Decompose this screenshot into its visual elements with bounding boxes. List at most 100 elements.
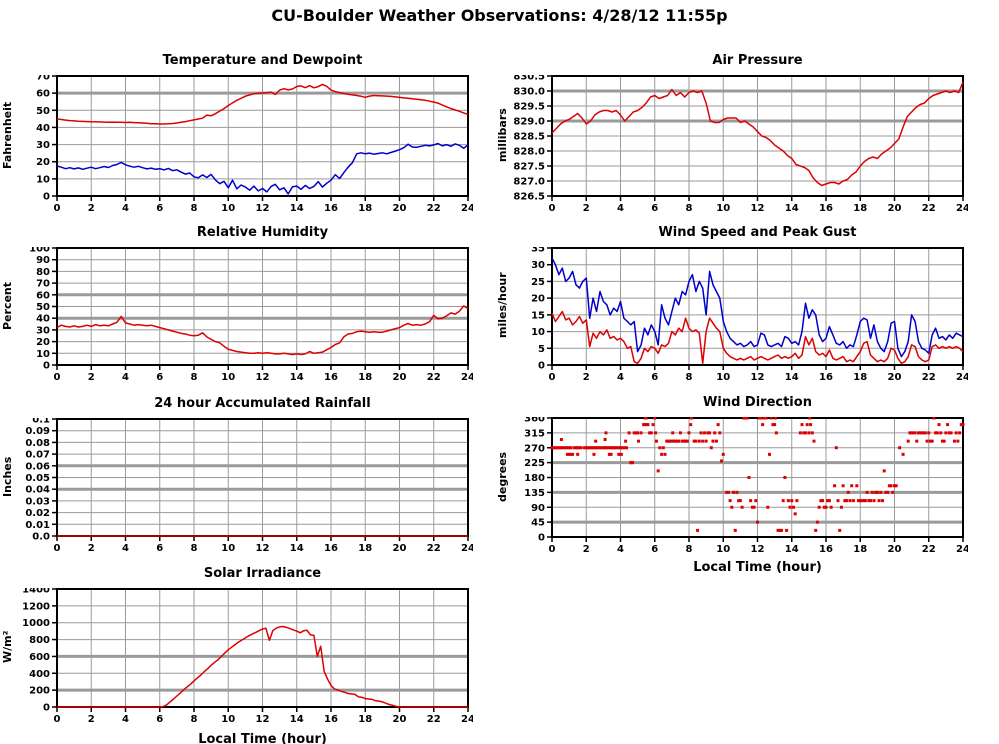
svg-text:25: 25 [531,277,545,288]
chart-title: Relative Humidity [196,225,329,240]
svg-text:24: 24 [461,543,473,554]
svg-text:4: 4 [122,372,129,383]
svg-text:16: 16 [819,544,833,555]
svg-text:6: 6 [651,544,658,555]
svg-text:360: 360 [524,417,545,425]
svg-text:2: 2 [88,203,95,214]
plot-area: 0 2 4 6 8 10 12 14 16 18 20 22 240200400600800100012… [22,588,473,725]
svg-text:18: 18 [358,543,372,554]
svg-text:600: 600 [29,652,50,663]
svg-text:90: 90 [36,255,50,266]
svg-text:10: 10 [36,174,50,185]
svg-text:20: 20 [393,203,407,214]
plot-area: 0 2 4 6 8 10 12 14 16 18 20 22 240.00.010.020.030.04… [25,418,473,554]
wind-direction-chart: Wind Direction degrees 0 2 4 6 8 10 12 14 16 18 20… [495,391,968,601]
svg-text:30: 30 [36,140,50,151]
svg-text:16: 16 [819,372,833,383]
plot-area: 0 2 4 6 8 10 12 14 16 18 20 22 240459013518022527031… [524,417,968,555]
svg-text:6: 6 [651,203,658,214]
svg-text:10: 10 [716,203,730,214]
svg-text:14: 14 [785,372,799,383]
svg-text:90: 90 [531,503,545,514]
svg-text:10: 10 [221,203,235,214]
chart-title: 24 hour Accumulated Rainfall [154,396,371,411]
svg-text:0: 0 [538,361,545,372]
svg-text:4: 4 [122,203,129,214]
svg-text:14: 14 [290,543,304,554]
svg-text:827.5: 827.5 [513,162,545,173]
svg-text:830.5: 830.5 [513,75,545,83]
svg-text:12: 12 [751,544,765,555]
svg-text:30: 30 [531,260,545,271]
svg-text:35: 35 [531,247,545,255]
svg-text:1200: 1200 [22,601,50,612]
svg-text:12: 12 [256,203,270,214]
svg-text:24: 24 [461,714,473,725]
svg-text:2: 2 [88,372,95,383]
svg-text:18: 18 [358,714,372,725]
svg-text:20: 20 [531,294,545,305]
svg-text:829.5: 829.5 [513,102,545,113]
svg-text:18: 18 [358,203,372,214]
svg-text:16: 16 [324,714,338,725]
svg-text:180: 180 [524,473,545,484]
svg-text:0.1: 0.1 [32,418,50,426]
chart-title: Temperature and Dewpoint [162,53,363,68]
svg-text:60: 60 [36,290,50,301]
svg-text:0: 0 [43,192,50,203]
svg-text:800: 800 [29,635,50,646]
svg-text:50: 50 [36,106,50,117]
svg-text:20: 20 [393,543,407,554]
svg-text:225: 225 [524,458,545,469]
svg-text:6: 6 [156,543,163,554]
svg-text:0: 0 [549,203,556,214]
x-axis-label: Local Time (hour) [198,732,327,744]
svg-text:40: 40 [36,314,50,325]
chart-title: Wind Speed and Peak Gust [658,225,857,240]
svg-text:6: 6 [651,372,658,383]
svg-text:0: 0 [54,203,61,214]
svg-text:18: 18 [853,372,867,383]
svg-text:20: 20 [36,337,50,348]
svg-text:0.04: 0.04 [25,485,50,496]
svg-text:16: 16 [819,203,833,214]
svg-text:22: 22 [922,544,936,555]
page-title: CU-Boulder Weather Observations: 4/28/12… [271,6,728,25]
svg-text:270: 270 [524,443,545,454]
svg-text:20: 20 [888,203,902,214]
svg-text:0.01: 0.01 [25,520,50,531]
svg-text:2: 2 [88,543,95,554]
svg-text:70: 70 [36,75,50,83]
svg-text:4: 4 [617,544,624,555]
svg-text:0: 0 [549,372,556,383]
svg-text:8: 8 [191,543,198,554]
svg-text:24: 24 [461,203,473,214]
svg-text:0.03: 0.03 [25,496,50,507]
svg-text:829.0: 829.0 [513,117,545,128]
svg-text:0.02: 0.02 [25,508,50,519]
svg-text:22: 22 [427,372,441,383]
svg-text:10: 10 [36,349,50,360]
svg-text:16: 16 [324,372,338,383]
svg-text:400: 400 [29,669,50,680]
svg-text:0.0: 0.0 [32,532,50,543]
svg-text:14: 14 [785,203,799,214]
svg-text:4: 4 [617,372,624,383]
svg-text:24: 24 [956,203,968,214]
plot-area: 0 2 4 6 8 10 12 14 16 18 20 22 24826.5827.0827.5828.… [513,75,968,214]
svg-text:0.06: 0.06 [25,461,50,472]
svg-text:10: 10 [531,327,545,338]
svg-text:30: 30 [36,325,50,336]
solar-irradiance-chart: Solar Irradiance W/m² 0 2 4 6 8 10 12 14 16 18 20 2… [0,562,473,744]
svg-text:10: 10 [221,372,235,383]
svg-text:20: 20 [393,372,407,383]
svg-text:24: 24 [461,372,473,383]
svg-text:60: 60 [36,89,50,100]
svg-text:828.0: 828.0 [513,147,545,158]
svg-text:10: 10 [716,544,730,555]
svg-text:0: 0 [43,361,50,372]
